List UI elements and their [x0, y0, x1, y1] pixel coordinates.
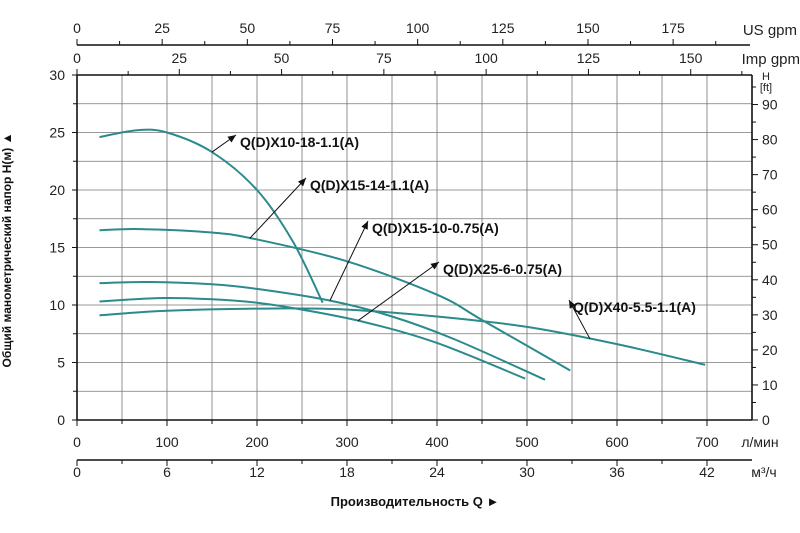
x-axis-label: Производительность Q ► — [331, 494, 500, 509]
arrow-x15-14 — [249, 177, 307, 239]
m3h-tick-label: 18 — [339, 464, 355, 480]
lmin-tick-label: 400 — [425, 434, 449, 450]
y-tick-label: 10 — [49, 297, 65, 313]
arrowhead-x25-6 — [430, 262, 439, 270]
m3h-tick-label: 6 — [163, 464, 171, 480]
y-tick-label: 20 — [49, 182, 65, 198]
imp-gpm-tick-label: 75 — [376, 50, 392, 66]
imp-gpm-tick-label: 25 — [171, 50, 187, 66]
imp-gpm-tick-label: 50 — [274, 50, 290, 66]
curve-x25-6 — [99, 297, 526, 380]
curve-label-x40-5-5: Q(D)X40-5.5-1.1(A) — [573, 299, 696, 315]
m3h-unit: м³/ч — [751, 464, 776, 480]
lmin-tick-label: 600 — [605, 434, 629, 450]
ft-tick-label: 0 — [762, 412, 770, 428]
ft-unit-label: H — [762, 71, 770, 83]
arrowhead-x40-5-5 — [569, 300, 576, 309]
us-gpm-unit: US gpm — [743, 22, 797, 39]
y-tick-label: 25 — [49, 125, 65, 141]
m3h-tick-label: 0 — [73, 464, 81, 480]
y-tick-label: 5 — [57, 355, 65, 371]
us-gpm-tick-label: 50 — [240, 20, 256, 36]
lmin-unit: л/мин — [741, 434, 778, 450]
ft-tick-label: 20 — [762, 342, 778, 358]
curves — [99, 128, 706, 381]
imp-gpm-tick-label: 150 — [679, 50, 703, 66]
curve-label-x15-10: Q(D)X15-10-0.75(A) — [372, 220, 499, 236]
curve-x15-14 — [99, 228, 571, 372]
arrow-x25-6 — [357, 261, 440, 322]
lmin-tick-label: 100 — [155, 434, 179, 450]
lmin-tick-label: 200 — [245, 434, 269, 450]
y-tick-label: 0 — [57, 412, 65, 428]
curve-label-x10-18: Q(D)X10-18-1.1(A) — [240, 134, 359, 150]
imp-gpm-tick-label: 125 — [577, 50, 601, 66]
arrowhead-x15-14 — [297, 178, 306, 187]
lmin-tick-label: 700 — [695, 434, 719, 450]
y-tick-label: 30 — [49, 67, 65, 83]
lmin-tick-label: 300 — [335, 434, 359, 450]
m3h-tick-label: 42 — [699, 464, 715, 480]
ft-unit-label: [ft] — [760, 82, 772, 94]
imp-gpm-tick-label: 0 — [73, 50, 81, 66]
y-axis-label: Общий манометрический напор H(м) ▲ — [0, 133, 14, 368]
ft-tick-label: 30 — [762, 307, 778, 323]
ft-tick-label: 10 — [762, 377, 778, 393]
us-gpm-tick-label: 150 — [576, 20, 600, 36]
us-gpm-tick-label: 0 — [73, 20, 81, 36]
curve-x40-5-5 — [99, 307, 706, 366]
ft-tick-label: 80 — [762, 132, 778, 148]
imp-gpm-unit: Imp gpm — [742, 51, 800, 68]
us-gpm-tick-label: 75 — [325, 20, 341, 36]
imp-gpm-tick-label: 100 — [474, 50, 498, 66]
ft-tick-label: 40 — [762, 272, 778, 288]
m3h-tick-label: 24 — [429, 464, 445, 480]
lmin-tick-label: 500 — [515, 434, 539, 450]
arrow-x15-10 — [329, 220, 369, 301]
us-gpm-tick-label: 175 — [661, 20, 685, 36]
us-gpm-tick-label: 25 — [154, 20, 170, 36]
y-tick-label: 15 — [49, 240, 65, 256]
ft-tick-label: 70 — [762, 167, 778, 183]
curve-label-x15-14: Q(D)X15-14-1.1(A) — [310, 177, 429, 193]
us-gpm-tick-label: 125 — [491, 20, 515, 36]
arrowhead-x10-18 — [227, 135, 236, 143]
ft-tick-label: 90 — [762, 97, 778, 113]
m3h-tick-label: 30 — [519, 464, 535, 480]
us-gpm-tick-label: 100 — [406, 20, 430, 36]
curve-x10-18 — [99, 128, 324, 304]
m3h-tick-label: 12 — [249, 464, 265, 480]
curve-label-x25-6: Q(D)X25-6-0.75(A) — [443, 261, 562, 277]
ft-tick-label: 60 — [762, 202, 778, 218]
lmin-tick-label: 0 — [73, 434, 81, 450]
curve-labels: Q(D)X10-18-1.1(A) Q(D)X15-14-1.1(A) Q(D)X1… — [211, 134, 696, 340]
grid — [77, 75, 752, 420]
arrowhead-x15-10 — [361, 221, 368, 230]
curve-x15-10 — [99, 280, 546, 381]
ft-tick-label: 50 — [762, 237, 778, 253]
m3h-tick-label: 36 — [609, 464, 625, 480]
